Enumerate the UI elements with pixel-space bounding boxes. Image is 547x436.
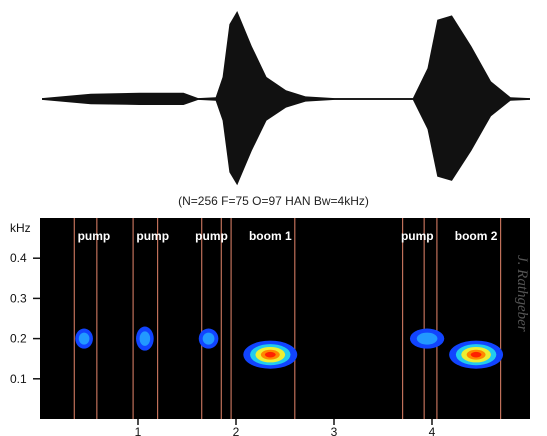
analysis-parameters: (N=256 F=75 O=97 HAN Bw=4kHz) bbox=[178, 194, 369, 208]
x-tick-label: 2 bbox=[233, 425, 240, 436]
event-label: boom 2 bbox=[455, 229, 498, 243]
spectrogram-background bbox=[40, 218, 530, 419]
photo-credit: J. Rathgeber bbox=[514, 255, 530, 332]
y-axis-unit-label: kHz bbox=[10, 221, 31, 235]
energy-blob bbox=[264, 351, 276, 358]
waveform-envelope bbox=[42, 11, 530, 186]
spectrogram-plot: pump pump pump boom 1 pump boom 2 kHz 0.1 0.2 0.… bbox=[10, 218, 530, 436]
energy-blob bbox=[202, 332, 215, 345]
event-label: pump bbox=[401, 229, 434, 243]
y-tick-label: 0.2 bbox=[10, 332, 27, 346]
x-tick-label: 1 bbox=[135, 425, 142, 436]
y-tick-label: 0.3 bbox=[10, 291, 27, 305]
x-tick-label: 3 bbox=[331, 425, 338, 436]
energy-blob bbox=[78, 332, 90, 345]
y-tick-label: 0.4 bbox=[10, 251, 27, 265]
event-label: pump bbox=[136, 229, 169, 243]
waveform-plot bbox=[42, 11, 530, 186]
y-tick-label: 0.1 bbox=[10, 372, 27, 386]
energy-blob bbox=[139, 331, 151, 346]
x-tick-label: 4 bbox=[429, 425, 436, 436]
energy-blob bbox=[416, 332, 438, 345]
event-label: pump bbox=[78, 229, 111, 243]
event-label: pump bbox=[195, 229, 228, 243]
energy-blob bbox=[470, 351, 482, 358]
event-label: boom 1 bbox=[249, 229, 292, 243]
